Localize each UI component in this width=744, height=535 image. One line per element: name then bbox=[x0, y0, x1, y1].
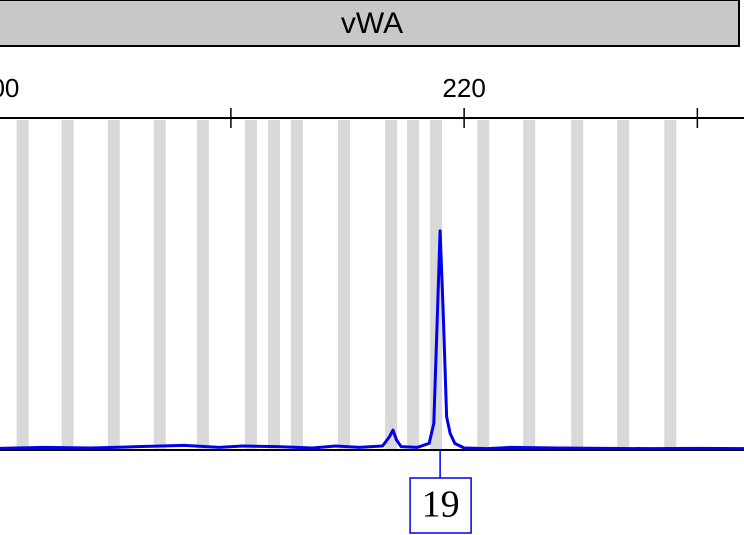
allele-bin bbox=[153, 120, 166, 450]
allele-bin bbox=[664, 120, 677, 450]
allele-bin bbox=[268, 120, 281, 450]
allele-bin bbox=[617, 120, 630, 450]
allele-bin bbox=[407, 120, 420, 450]
allele-box bbox=[409, 477, 472, 534]
allele-bin bbox=[290, 120, 303, 450]
trace bbox=[0, 229, 744, 451]
allele-bin bbox=[107, 120, 120, 450]
x-tick-label: 200 bbox=[0, 73, 19, 103]
allele-bin bbox=[430, 120, 443, 450]
allele-bin bbox=[338, 120, 351, 450]
allele-bin bbox=[196, 120, 209, 450]
marker-header bbox=[0, 0, 740, 47]
marker-name: vWA bbox=[341, 7, 403, 40]
allele-bin bbox=[477, 120, 490, 450]
allele-bin bbox=[571, 120, 584, 450]
allele-bin bbox=[244, 120, 257, 450]
allele-bin bbox=[61, 120, 74, 450]
allele-bin bbox=[523, 120, 536, 450]
allele-bin bbox=[385, 120, 398, 450]
x-tick-label: 220 bbox=[442, 73, 485, 103]
allele-bin bbox=[16, 120, 29, 450]
allele-label: 19 bbox=[422, 484, 460, 526]
